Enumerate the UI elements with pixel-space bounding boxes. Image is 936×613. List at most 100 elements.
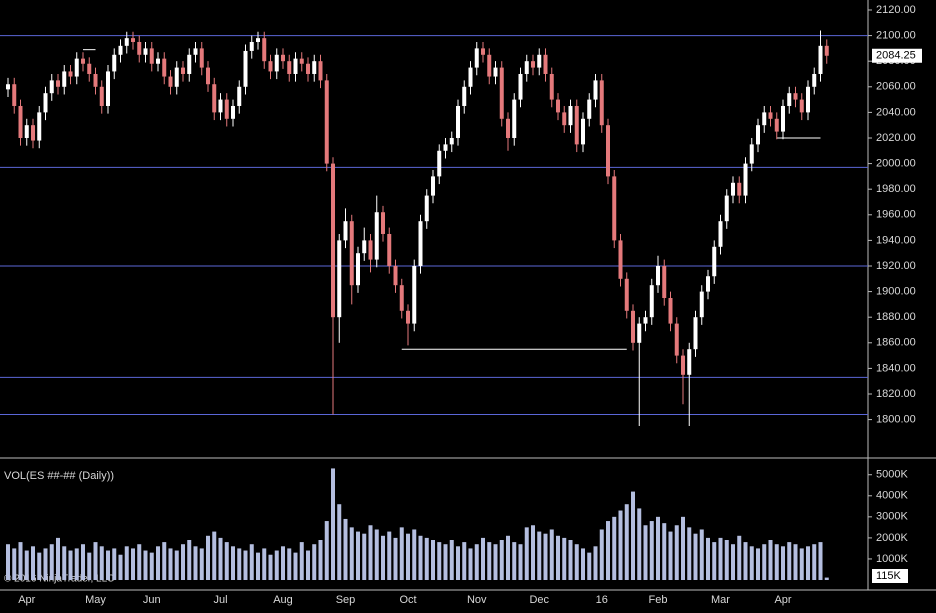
- candle-body: [93, 73, 98, 87]
- candle-body: [543, 54, 548, 74]
- y-tick-label: 1980.00: [876, 183, 916, 195]
- volume-bar: [724, 540, 729, 580]
- volume-bar: [31, 546, 35, 580]
- volume-bar: [268, 554, 273, 580]
- candle-body: [281, 54, 285, 62]
- candle-body: [643, 317, 648, 324]
- volume-bar: [581, 548, 585, 580]
- y-tick-label: 2060.00: [876, 81, 916, 93]
- candle-body: [124, 38, 129, 46]
- volume-bar: [624, 504, 629, 580]
- x-tick-label: Dec: [529, 594, 549, 606]
- volume-bar: [143, 550, 148, 580]
- volume-bar: [374, 529, 379, 580]
- candle-body: [318, 61, 323, 81]
- candle-body: [243, 50, 248, 87]
- candle-body: [606, 125, 610, 177]
- candle-body: [706, 276, 710, 292]
- candle-body: [412, 265, 417, 324]
- volume-bar: [656, 516, 660, 580]
- volume-bar: [568, 540, 573, 580]
- y-tick-label: 1820.00: [876, 388, 916, 400]
- candle-body: [74, 58, 79, 77]
- y-tick-label: 1920.00: [876, 260, 916, 272]
- volume-bar: [474, 544, 479, 580]
- candle-body: [62, 71, 67, 87]
- candle-body: [812, 73, 817, 87]
- volume-bar: [231, 546, 235, 580]
- y-tick-label: 1840.00: [876, 362, 916, 374]
- volume-bar: [574, 544, 579, 580]
- candle-body: [581, 118, 585, 145]
- volume-bar: [449, 540, 454, 580]
- candle-body: [293, 58, 298, 74]
- candle-body: [531, 61, 535, 68]
- volume-bar: [212, 531, 217, 580]
- volume-bar: [437, 542, 442, 580]
- candle-body: [106, 71, 110, 106]
- volume-bar: [818, 542, 823, 580]
- candle-body: [787, 93, 792, 106]
- volume-bar: [812, 544, 817, 580]
- candle-body: [818, 45, 823, 74]
- candle-body: [306, 63, 310, 74]
- volume-bar: [74, 548, 79, 580]
- candle-body: [724, 195, 729, 222]
- volume-bar: [793, 544, 798, 580]
- candle-body: [756, 125, 760, 145]
- candle-body: [481, 48, 485, 55]
- volume-bar: [749, 546, 754, 580]
- candle-body: [749, 144, 754, 164]
- volume-bar: [93, 542, 98, 580]
- volume-bar: [618, 510, 623, 580]
- volume-bar: [399, 527, 404, 580]
- y-tick-label: 1960.00: [876, 209, 916, 221]
- candle-body: [131, 38, 135, 42]
- volume-bar: [349, 527, 354, 580]
- volume-bar: [181, 544, 185, 580]
- candle-body: [574, 105, 579, 145]
- candle-body: [524, 61, 529, 74]
- volume-bar: [68, 550, 73, 580]
- candle-body: [274, 54, 279, 72]
- volume-bar: [6, 544, 10, 580]
- volume-bar: [681, 516, 685, 580]
- y-tick-label: 2020.00: [876, 132, 916, 144]
- y-tick-label: 1900.00: [876, 286, 916, 298]
- volume-bar: [56, 537, 60, 580]
- volume-bar: [287, 548, 292, 580]
- volume-bar: [824, 577, 829, 580]
- volume-bar: [124, 546, 129, 580]
- volume-bar: [762, 544, 767, 580]
- volume-bar: [306, 550, 310, 580]
- candle-body: [793, 93, 798, 100]
- x-tick-label: Mar: [711, 594, 730, 606]
- candle-body: [618, 240, 623, 279]
- candle-body: [81, 58, 85, 64]
- x-tick-label: Jun: [143, 594, 161, 606]
- volume-bar: [337, 504, 342, 580]
- volume-bar: [237, 548, 242, 580]
- volume-bar: [593, 546, 598, 580]
- candle-body: [324, 80, 329, 164]
- volume-bar: [131, 548, 135, 580]
- candle-body: [387, 233, 392, 266]
- x-tick-label: Aug: [273, 594, 293, 606]
- candle-body: [762, 112, 767, 126]
- candle-body: [699, 291, 704, 318]
- volume-bar: [218, 537, 223, 580]
- candle-body: [456, 105, 460, 138]
- volume-bar: [443, 544, 448, 580]
- volume-bar: [637, 508, 642, 580]
- volume-bar: [768, 540, 773, 580]
- last-price-label: 2084.25: [876, 50, 916, 62]
- candle-body: [681, 355, 685, 375]
- candle-body: [487, 54, 492, 77]
- volume-bar: [418, 535, 423, 580]
- y-tick-label: 1940.00: [876, 234, 916, 246]
- volume-bar: [368, 525, 373, 580]
- candle-body: [162, 58, 167, 77]
- candle-body: [549, 73, 554, 100]
- y-tick-label: 2100.00: [876, 29, 916, 41]
- candle-body: [349, 221, 354, 286]
